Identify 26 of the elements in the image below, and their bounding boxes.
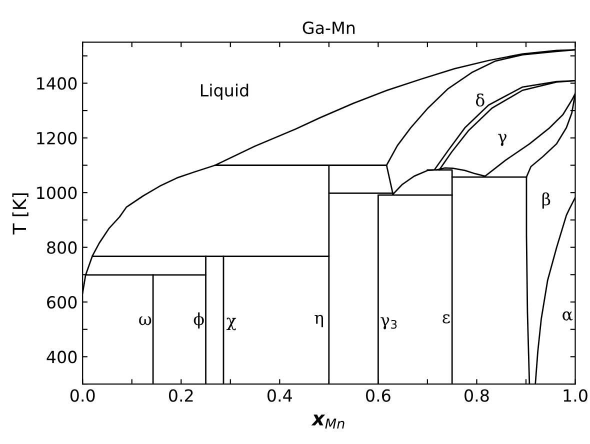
y-axis-title: T [K] xyxy=(12,193,28,235)
annotation: Liquid xyxy=(200,84,248,100)
x-tick-label: 0.4 xyxy=(268,389,292,402)
annotation: ϕ xyxy=(194,312,204,329)
y-tick-label: 1200 xyxy=(37,132,77,144)
y-tick-label: 1400 xyxy=(37,77,77,90)
y-tick-label: 1000 xyxy=(37,186,77,200)
annotation: ε xyxy=(442,314,450,324)
annotation: δ xyxy=(476,94,484,107)
annotation: χ xyxy=(226,318,236,330)
y-tick-label: 600 xyxy=(47,296,77,309)
annotation: γ$_{3}$ xyxy=(380,317,397,330)
x-tick-label: 0.2 xyxy=(168,389,193,402)
annotation: η xyxy=(314,314,324,328)
annotation: γ xyxy=(498,134,506,146)
annotation: α xyxy=(562,311,573,320)
x-tick-label: 0.8 xyxy=(464,389,489,402)
x-tick-label: 1.0 xyxy=(564,389,588,402)
annotation: ω xyxy=(139,316,152,326)
chart-title: Ga-Mn xyxy=(302,21,355,34)
y-tick-label: 400 xyxy=(46,350,77,364)
x-tick-label: 0.0 xyxy=(70,389,95,402)
x-axis-title: x$_{Mn}$ xyxy=(311,414,344,429)
y-tick-label: 800 xyxy=(47,241,77,254)
x-tick-label: 0.6 xyxy=(366,389,390,402)
annotation: β xyxy=(542,192,550,209)
